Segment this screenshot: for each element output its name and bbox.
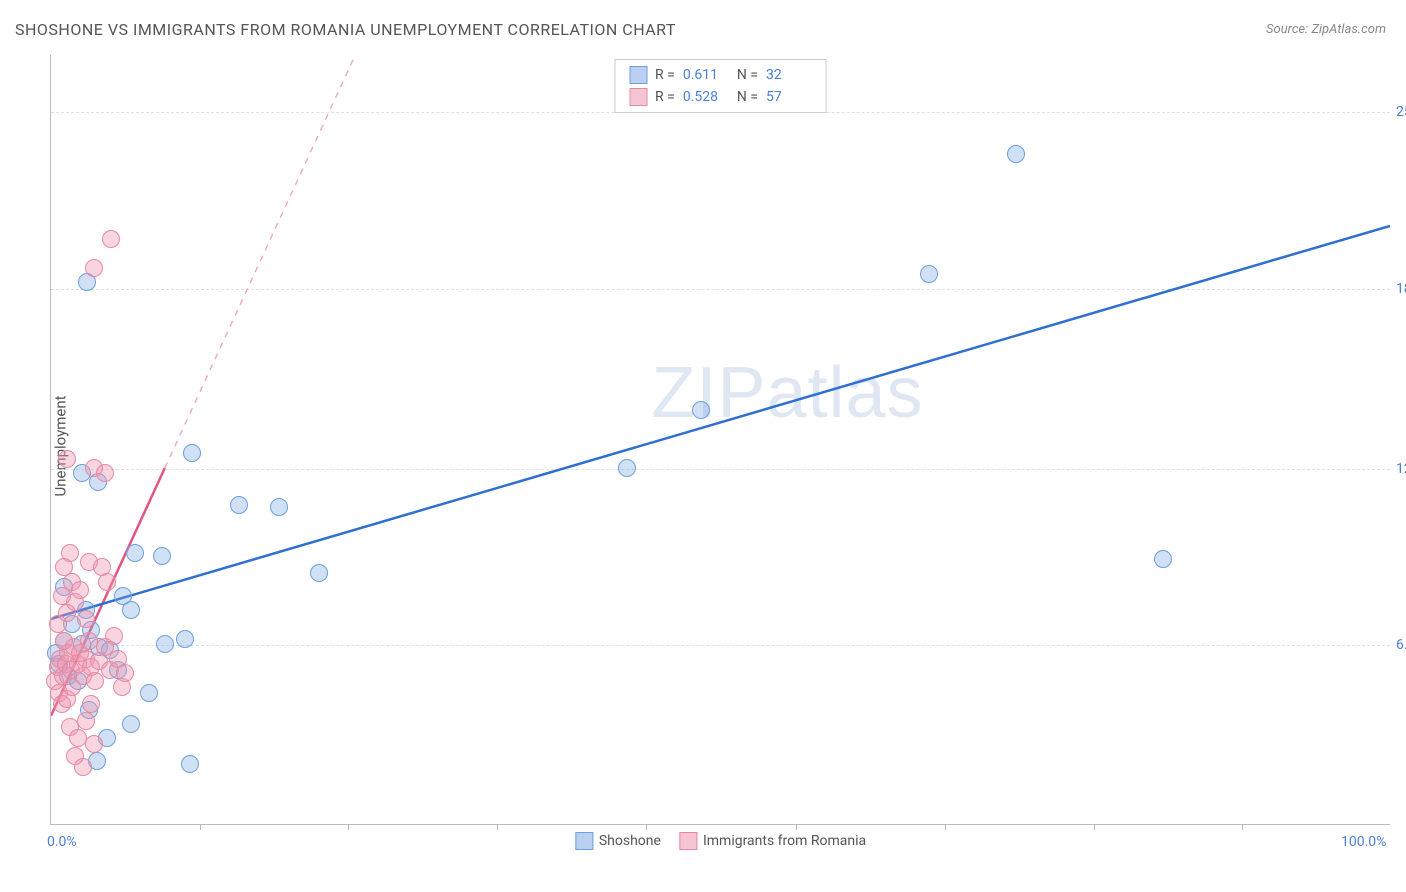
legend-r-value: 0.528 xyxy=(683,89,729,105)
data-point xyxy=(920,265,938,283)
chart-title: SHOSHONE VS IMMIGRANTS FROM ROMANIA UNEM… xyxy=(15,20,676,39)
data-point xyxy=(105,627,123,645)
data-point xyxy=(82,695,100,713)
data-point xyxy=(77,712,95,730)
data-point xyxy=(74,758,92,776)
y-tick-label: 25.0% xyxy=(1396,104,1406,120)
data-point xyxy=(114,587,132,605)
legend-r-value: 0.611 xyxy=(683,67,729,83)
data-point xyxy=(61,544,79,562)
legend-r-label: R = xyxy=(655,67,675,83)
x-tick xyxy=(497,824,498,830)
legend-stats-row: R = 0.528 N = 57 xyxy=(615,86,826,108)
x-tick-label: 100.0% xyxy=(1341,834,1386,850)
data-point xyxy=(122,715,140,733)
data-point xyxy=(85,735,103,753)
legend-swatch xyxy=(629,66,647,84)
legend-item: Shoshone xyxy=(575,832,661,850)
legend-swatch xyxy=(575,832,593,850)
data-point xyxy=(176,630,194,648)
legend-n-label: N = xyxy=(737,89,758,105)
source-label: Source: ZipAtlas.com xyxy=(1266,22,1386,37)
x-tick xyxy=(348,824,349,830)
x-tick xyxy=(1242,824,1243,830)
x-tick xyxy=(796,824,797,830)
data-point xyxy=(692,401,710,419)
source-prefix: Source: xyxy=(1266,22,1311,37)
data-point xyxy=(96,464,114,482)
data-point xyxy=(156,635,174,653)
legend-r-label: R = xyxy=(655,89,675,105)
data-point xyxy=(77,610,95,628)
x-tick-label: 0.0% xyxy=(47,834,77,850)
legend-series: Shoshone Immigrants from Romania xyxy=(575,832,866,850)
source-name: ZipAtlas.com xyxy=(1311,22,1386,37)
plot-area: ZIPatlas R =0.611N =32R =0.528N =57 Shos… xyxy=(50,55,1390,825)
legend-swatch xyxy=(629,88,647,106)
x-tick xyxy=(646,824,647,830)
data-point xyxy=(1007,145,1025,163)
legend-item: Immigrants from Romania xyxy=(679,832,866,850)
legend-label: Shoshone xyxy=(599,833,661,849)
legend-stats-row: R = 0.611 N = 32 xyxy=(615,64,826,86)
x-tick xyxy=(945,824,946,830)
chart-container: SHOSHONE VS IMMIGRANTS FROM ROMANIA UNEM… xyxy=(0,0,1406,892)
data-point xyxy=(183,444,201,462)
x-tick xyxy=(200,824,201,830)
data-point xyxy=(71,581,89,599)
x-tick xyxy=(1094,824,1095,830)
data-point xyxy=(310,564,328,582)
data-point xyxy=(181,755,199,773)
data-point xyxy=(58,450,76,468)
data-point xyxy=(230,496,248,514)
data-point xyxy=(270,498,288,516)
data-point xyxy=(98,573,116,591)
legend-n-value: 57 xyxy=(766,89,812,105)
legend-n-value: 32 xyxy=(766,67,812,83)
data-point xyxy=(116,664,134,682)
legend-n-label: N = xyxy=(737,67,758,83)
data-point xyxy=(102,230,120,248)
data-point xyxy=(85,259,103,277)
data-point xyxy=(140,684,158,702)
legend-stats: R = 0.611 N = 32 R = 0.528 N = 57 xyxy=(614,59,827,113)
y-tick-label: 6.3% xyxy=(1396,637,1406,653)
data-point xyxy=(153,547,171,565)
y-tick-label: 18.8% xyxy=(1396,281,1406,297)
data-point xyxy=(618,459,636,477)
y-tick-label: 12.5% xyxy=(1396,461,1406,477)
data-point xyxy=(86,672,104,690)
legend-swatch xyxy=(679,832,697,850)
data-point xyxy=(1154,550,1172,568)
points-layer xyxy=(51,55,1390,824)
legend-label: Immigrants from Romania xyxy=(703,833,866,849)
data-point xyxy=(126,544,144,562)
